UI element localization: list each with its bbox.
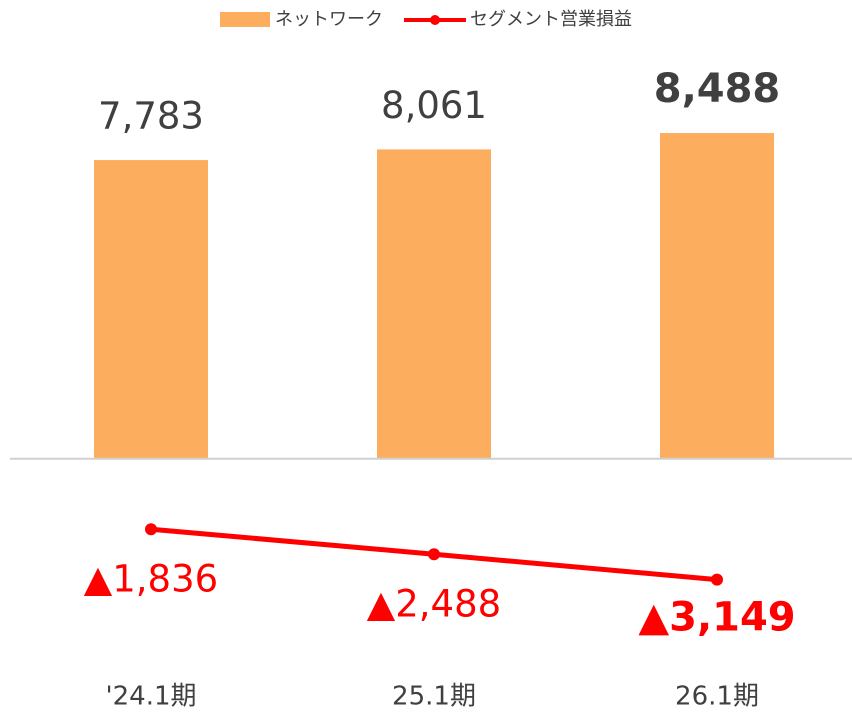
x-tick-label: 26.1期 [675, 682, 759, 712]
value-label: ▲3,149 [638, 595, 795, 641]
line-marker [428, 548, 440, 561]
value-label: 7,783 [98, 95, 204, 138]
value-label: 8,488 [654, 66, 781, 112]
line-marker [711, 573, 723, 586]
legend-label: セグメント営業損益 [470, 9, 632, 30]
value-label: ▲1,836 [84, 558, 218, 601]
bar [660, 133, 774, 459]
legend-swatch [220, 12, 270, 27]
legend-label: ネットワーク [275, 9, 383, 30]
bar [377, 149, 491, 459]
x-tick-label: '24.1期 [105, 682, 196, 712]
value-label: ▲2,488 [367, 583, 501, 626]
x-tick-label: 25.1期 [392, 682, 476, 712]
value-label: 8,061 [381, 84, 487, 127]
legend-marker [430, 15, 440, 25]
bar [94, 160, 208, 459]
line-marker [145, 523, 157, 536]
